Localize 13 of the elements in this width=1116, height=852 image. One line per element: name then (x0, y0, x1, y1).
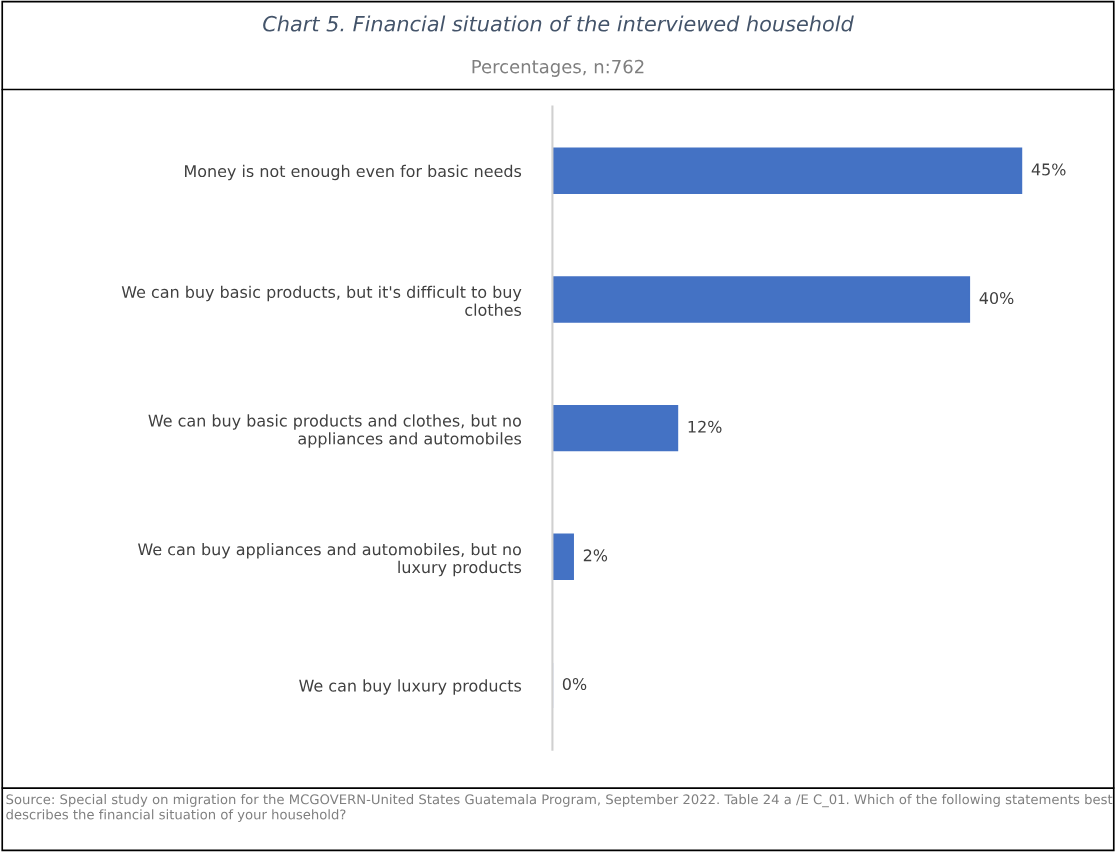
y-tick-label: We can buy basic products, but it's difficult to buy clothes (121, 285, 522, 316)
data-label: 12% (688, 420, 722, 433)
y-tick-label: We can buy appliances and automobiles, but no luxury products (138, 542, 522, 577)
y-tick-label: We can buy luxury products (299, 679, 522, 695)
data-label: 40% (979, 292, 1014, 305)
y-tick-label: We can buy basic products and clothes, but no appliances and automobiles (148, 414, 522, 448)
chart-subtitle: Percentages, n:762 (472, 59, 644, 77)
source-note: Source: Special study on migration for the MCGOVERN-United States Guatemala Program, September 2022. Table 24 a /E C_01. Which of the following statements best describes the financial situation of your household? (6, 794, 1113, 822)
chart-title: Chart 5. Financial situation of the interviewed household (263, 15, 854, 32)
y-tick-label: Money is not enough even for basic needs (185, 164, 522, 181)
data-label: 2% (583, 549, 608, 562)
data-label: 45% (1031, 163, 1066, 176)
data-label: 0% (562, 677, 587, 691)
